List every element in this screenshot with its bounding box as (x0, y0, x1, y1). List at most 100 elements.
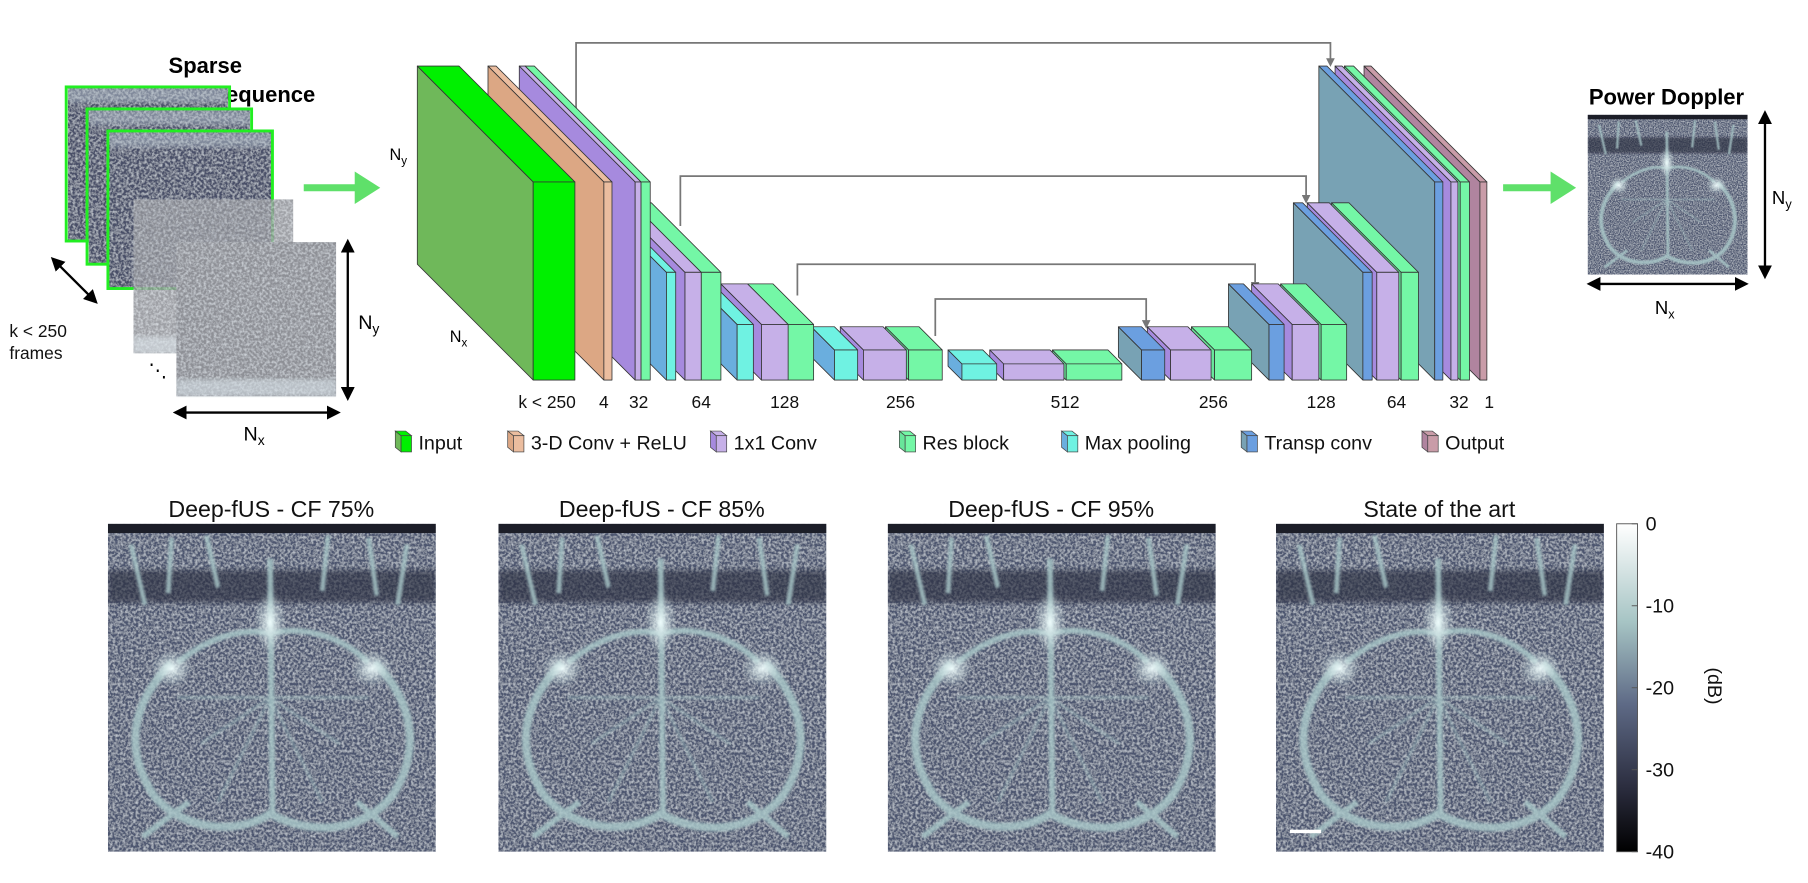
network-ny-label: Ny (389, 146, 407, 168)
block-front (666, 271, 677, 381)
power-doppler-image (1588, 115, 1748, 275)
compound-frames (64, 85, 336, 396)
panel-image-state-of-the-art (1276, 524, 1604, 852)
legend-label: Input (418, 433, 462, 455)
block-front (1450, 181, 1459, 381)
block-front (1291, 324, 1320, 381)
frames-depth-arrow (50, 256, 98, 304)
legend-label: Transp conv (1264, 433, 1372, 455)
panel-image-cf75 (108, 524, 436, 852)
frame-image (176, 242, 336, 396)
result-panels: Deep-fUS - CF 75% Deep-fUS - CF 85% Deep… (108, 496, 1604, 852)
legend-label: 3-D Conv + ReLU (531, 433, 687, 455)
block-front (1003, 363, 1065, 381)
block-front (1268, 324, 1285, 381)
channel-label: 64 (692, 392, 712, 412)
block-front (532, 181, 576, 381)
legend-item-conv1x1: 1x1 Conv (709, 430, 817, 455)
ny-label: Ny (358, 312, 379, 337)
channel-label: 512 (1051, 392, 1080, 412)
block-front (834, 349, 859, 381)
skip-connection (575, 42, 1335, 116)
colorbar-tick-label: -40 (1646, 842, 1675, 864)
panel-title: State of the art (1363, 496, 1515, 522)
channel-label: 128 (1307, 392, 1336, 412)
conv1x1-block (989, 349, 1065, 381)
block-front (603, 181, 613, 381)
block-front (1362, 271, 1373, 381)
cube-icon (709, 430, 728, 453)
channel-label: 1 (1484, 392, 1494, 412)
block-front (700, 271, 722, 381)
legend-item-output: Output (1420, 430, 1505, 455)
unet-blocks (416, 65, 1488, 381)
arrow-to-network (303, 171, 381, 204)
skip-connection (796, 263, 1260, 296)
panel-image-cf85 (498, 524, 826, 852)
channel-label: 128 (770, 392, 799, 412)
legend-label: Output (1445, 433, 1505, 455)
channel-label: 32 (1449, 392, 1468, 412)
legend-item-conv3d: 3-D Conv + ReLU (506, 430, 687, 455)
channel-labels: k < 250 4 32 64 128 256 512 256 128 64 32 1 (518, 392, 1494, 412)
channel-label: 256 (886, 392, 915, 412)
transp-conv-block (1228, 283, 1285, 381)
block-front (1320, 324, 1348, 381)
block-front (1459, 181, 1470, 381)
ellipsis: ⋱ (148, 360, 167, 381)
output-ny-label: Ny (1772, 187, 1792, 212)
output-nx-label: Nx (1655, 297, 1675, 322)
colorbar-tick-label: -30 (1646, 760, 1675, 782)
legend: Input 3-D Conv + ReLU 1x1 Conv Res block Max… (394, 430, 1505, 455)
skip-connection (934, 298, 1151, 337)
cube-icon (1060, 430, 1079, 453)
output-title: Power Doppler (1589, 84, 1745, 109)
channel-label: 4 (599, 392, 609, 412)
panel-image-cf95 (888, 524, 1216, 852)
channel-label: 256 (1199, 392, 1228, 412)
block-front (961, 363, 998, 381)
block-front (640, 181, 651, 381)
block-front (1141, 349, 1166, 381)
cube-icon (506, 430, 525, 453)
block-front (1065, 363, 1123, 381)
block-front (1376, 271, 1400, 381)
block-front (761, 324, 789, 381)
transp-conv-block (1117, 326, 1166, 381)
block-front (634, 181, 642, 381)
legend-item-transp-conv: Transp conv (1240, 430, 1372, 455)
panel-title: Deep-fUS - CF 85% (559, 496, 765, 522)
input-title-line1: Sparse (169, 53, 242, 78)
legend-label: Res block (923, 433, 1010, 455)
input-sequence: Sparse compound sequence ⋱ k < 250 frame… (9, 53, 379, 448)
block-front (1434, 181, 1444, 381)
block-front (1170, 349, 1212, 381)
legend-item-input: Input (394, 430, 463, 455)
block-front (863, 349, 907, 381)
legend-item-max-pooling: Max pooling (1060, 430, 1191, 455)
legend-label: Max pooling (1085, 433, 1191, 455)
channel-label: 64 (1387, 392, 1407, 412)
scale-bar (1289, 829, 1322, 834)
panel-title: Deep-fUS - CF 75% (168, 496, 374, 522)
block-front (1400, 271, 1419, 381)
block-front (684, 271, 702, 381)
arrow-to-output (1503, 171, 1577, 204)
colorbar-tick-label: -10 (1646, 596, 1675, 618)
input-block (416, 65, 576, 381)
channel-label: 32 (629, 392, 648, 412)
colorbar-tick-label: 0 (1646, 514, 1657, 536)
colorbar-tick-label: -20 (1646, 678, 1675, 700)
cube-icon (1420, 430, 1440, 453)
power-doppler-output: Power Doppler Ny Nx (1586, 84, 1792, 322)
nx-label: Nx (243, 423, 264, 448)
skip-connections (575, 42, 1335, 337)
network-nx-label: Nx (450, 328, 468, 350)
colorbar-unit: (dB) (1703, 667, 1725, 704)
legend-item-res-block: Res block (898, 430, 1010, 455)
cube-icon (1240, 430, 1259, 453)
colorbar: 0 -10 -20 -30 -40 (dB) (1616, 514, 1725, 864)
max-pooling-block (947, 349, 998, 381)
cube-icon (394, 430, 413, 453)
